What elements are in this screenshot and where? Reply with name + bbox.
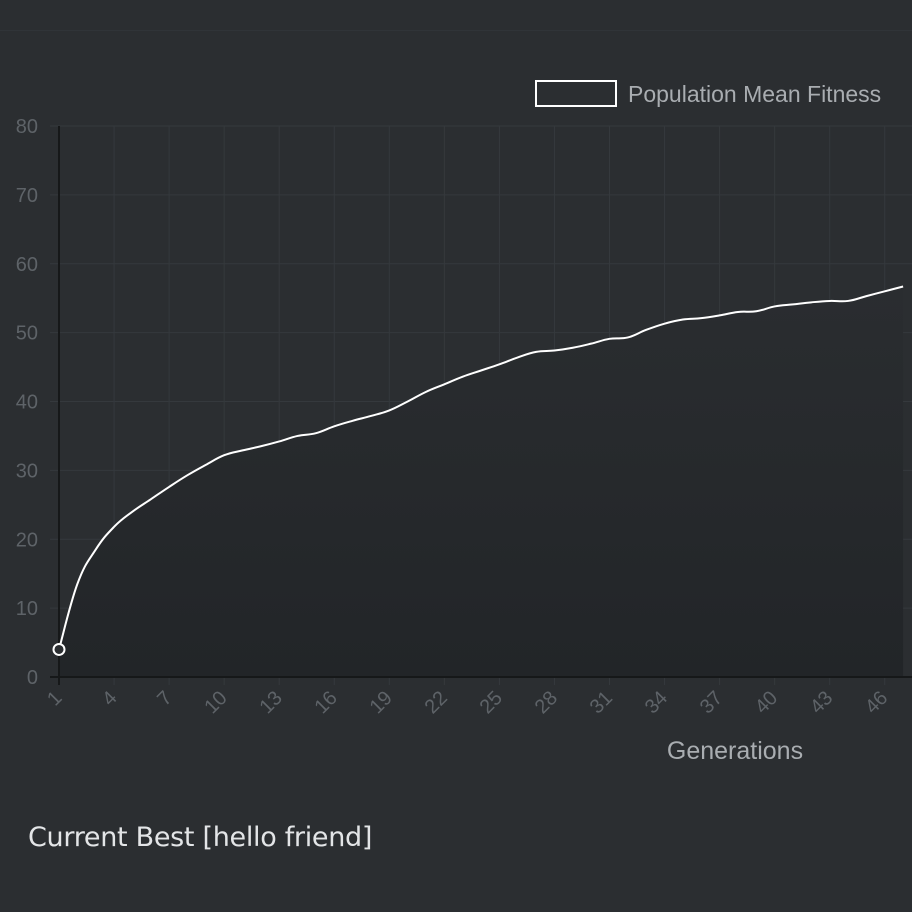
y-tick-label: 10 (16, 598, 38, 620)
y-tick-label: 30 (16, 460, 38, 482)
current-best-text: Current Best [hello friend] (28, 822, 373, 853)
legend-swatch[interactable] (535, 80, 617, 107)
y-tick-label: 70 (16, 185, 38, 207)
x-tick-label: 22 (421, 687, 452, 718)
x-tick-label: 1 (43, 687, 66, 710)
x-tick-label: 13 (255, 687, 286, 718)
y-tick-label: 50 (16, 323, 38, 345)
x-tick-label: 25 (476, 687, 507, 718)
fitness-chart: 0 10 20 30 40 50 60 70 80 1 4 7 10 13 16 19 22 25 28 31 34 3… (16, 80, 912, 765)
series-area-fill (59, 286, 904, 677)
legend-label[interactable]: Population Mean Fitness (628, 81, 881, 107)
x-tick-label: 37 (696, 687, 727, 718)
series-line-population-mean-fitness (58, 285, 904, 650)
y-tick-label: 40 (16, 392, 38, 414)
x-axis-ticks: 1 4 7 10 13 16 19 22 25 28 31 34 37 40 43 46 (43, 687, 892, 718)
x-tick-label: 31 (586, 687, 617, 718)
x-tick-label: 10 (200, 687, 231, 718)
y-tick-label: 60 (16, 254, 38, 276)
y-tick-label: 0 (27, 667, 38, 689)
x-tick-label: 19 (366, 687, 397, 718)
x-tick-label: 46 (861, 687, 892, 718)
x-tick-label: 40 (751, 687, 782, 718)
y-tick-label: 20 (16, 529, 38, 551)
y-axis-ticks: 0 10 20 30 40 50 60 70 80 (16, 116, 38, 689)
x-tick-label: 7 (153, 687, 176, 710)
x-tick-label: 4 (98, 687, 121, 710)
x-tick-label: 43 (806, 687, 837, 718)
x-axis-title: Generations (667, 737, 803, 765)
x-tick-label: 28 (531, 687, 562, 718)
x-tick-label: 16 (310, 687, 341, 718)
series-point-first[interactable] (52, 642, 66, 656)
top-bar (0, 0, 912, 31)
chart-axes (50, 126, 912, 685)
x-tick-label: 34 (641, 687, 672, 718)
y-tick-label: 80 (16, 116, 38, 138)
legend[interactable]: Population Mean Fitness (535, 80, 881, 107)
